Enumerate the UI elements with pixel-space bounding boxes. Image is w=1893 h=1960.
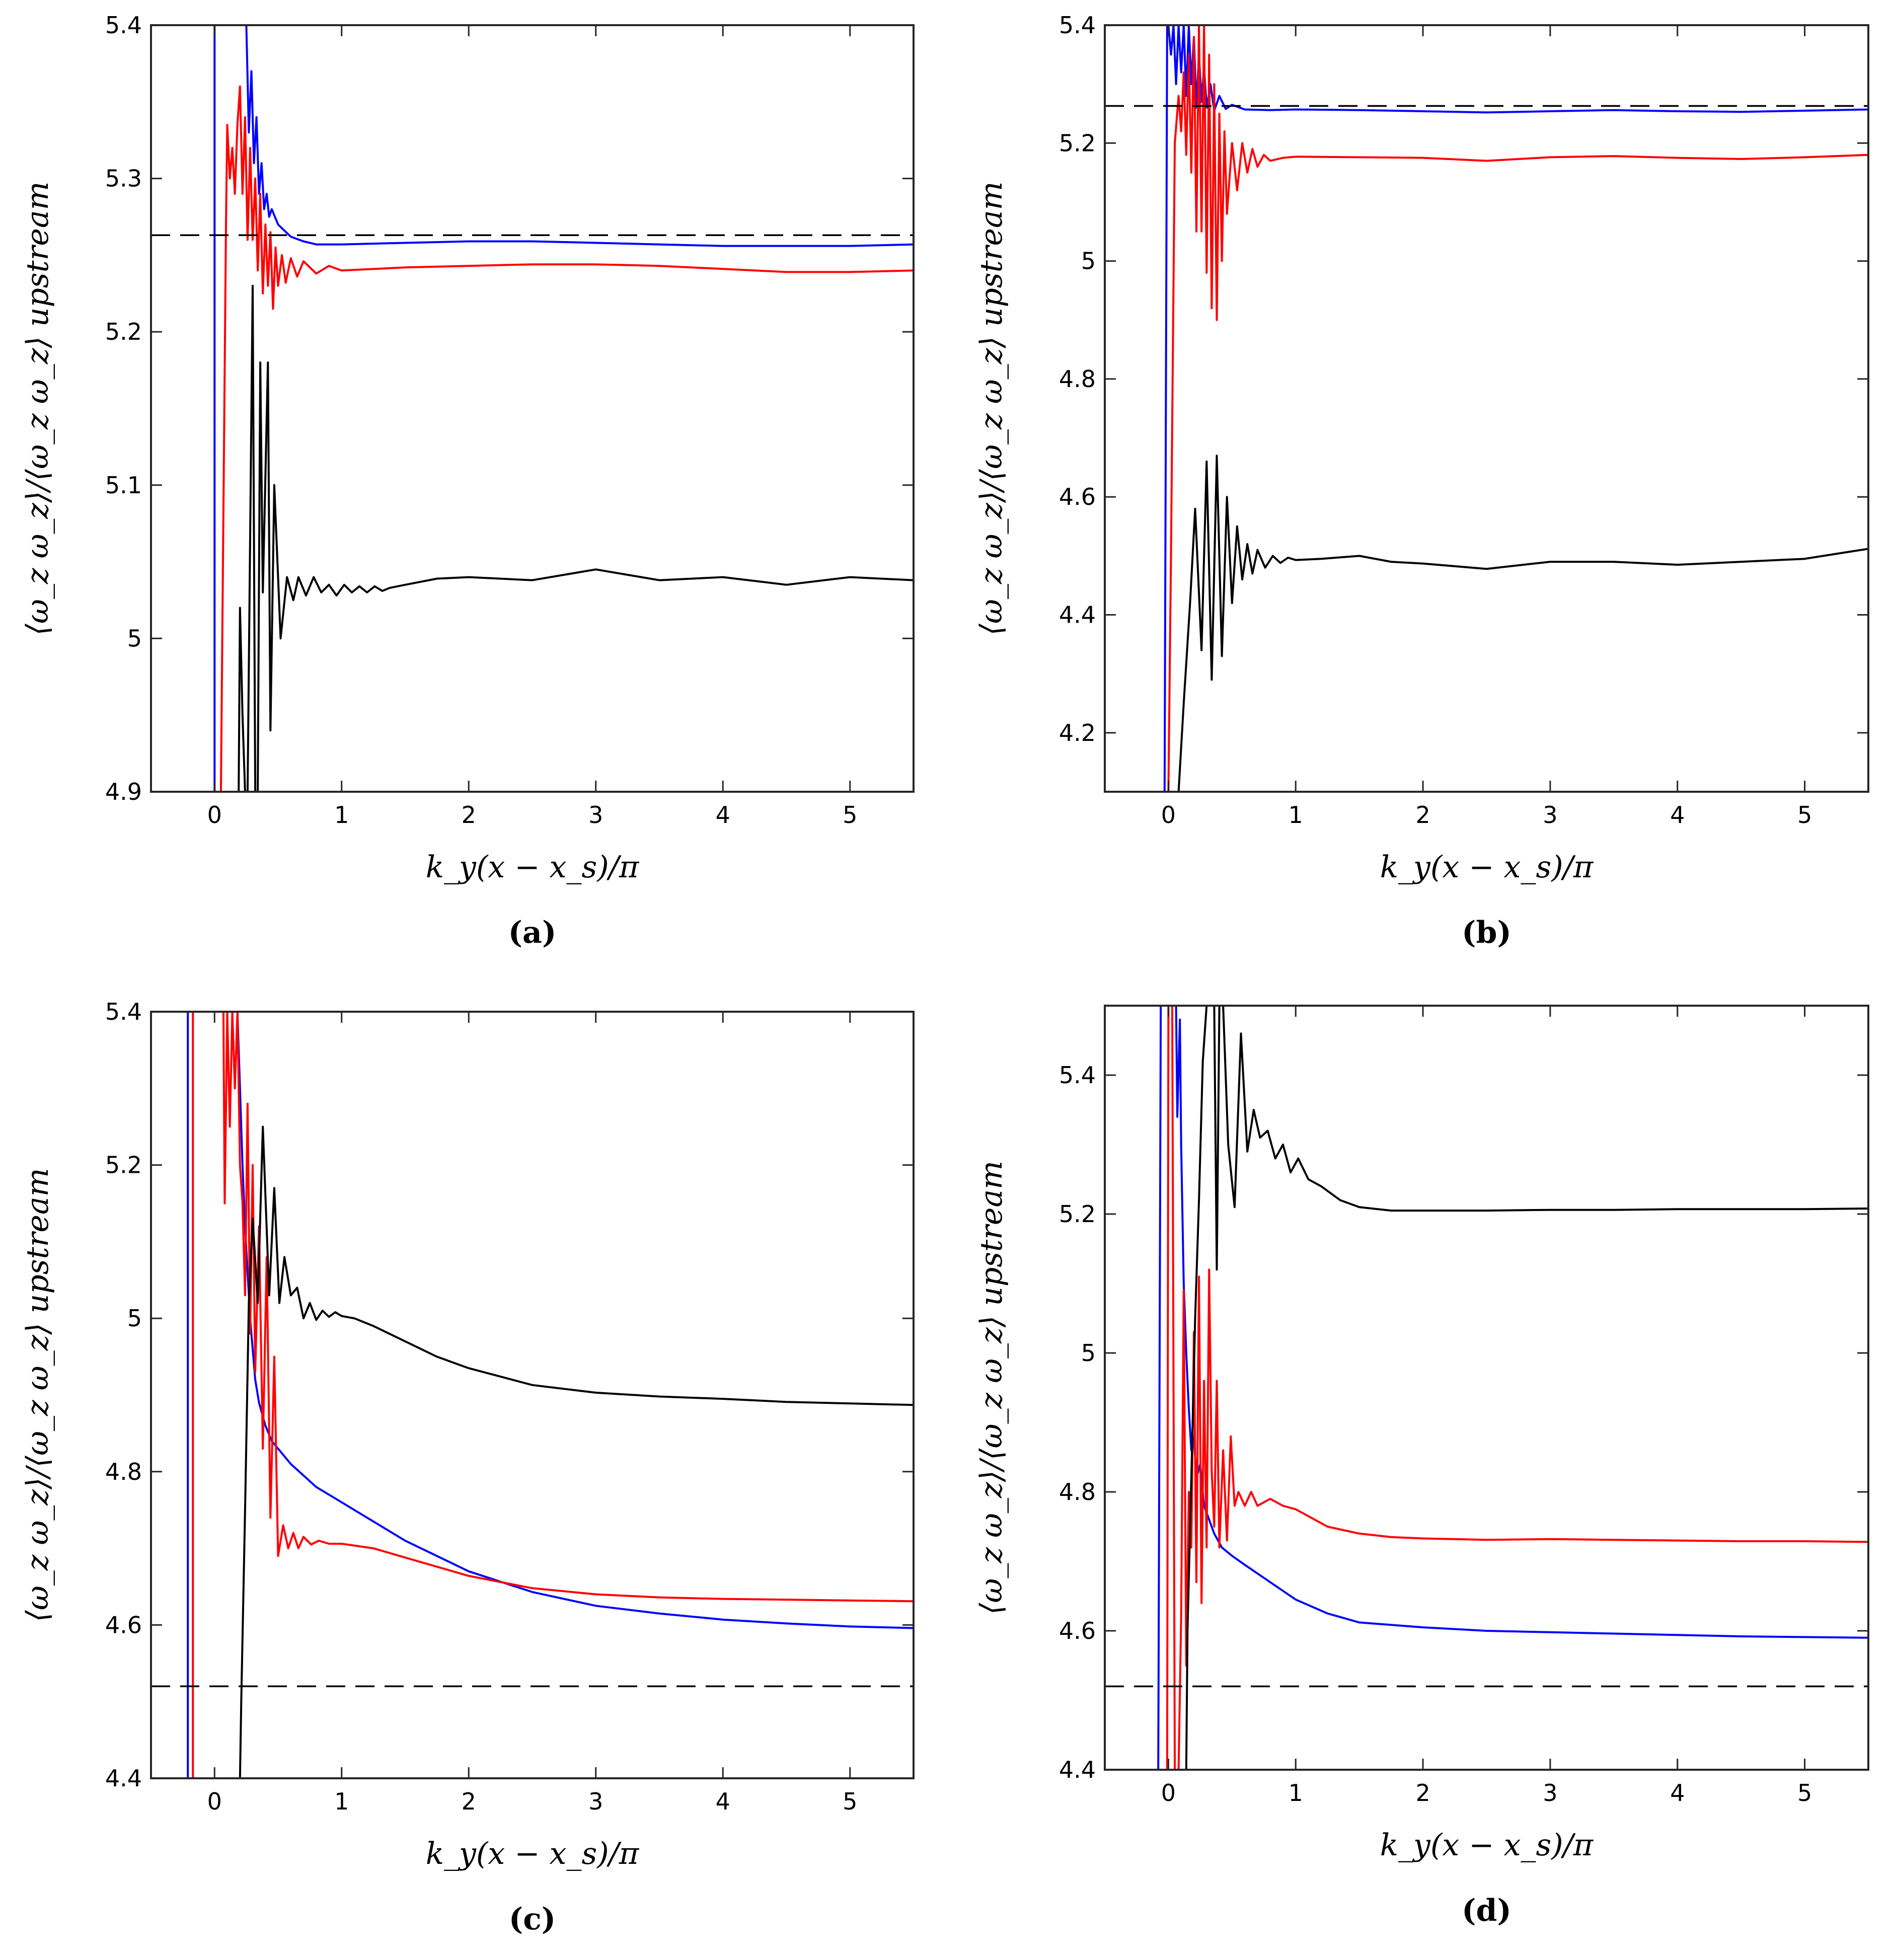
- y-tick-label: 5.3: [105, 165, 142, 192]
- x-tick-label: 0: [1161, 801, 1176, 828]
- x-tick-label: 5: [1797, 801, 1812, 828]
- y-tick-label: 4.9: [105, 778, 142, 805]
- y-tick-label: 4.4: [1059, 1756, 1096, 1783]
- y-tick-label: 5.4: [105, 12, 142, 39]
- plot-frame: [1104, 24, 1869, 793]
- x-tick-label: 3: [588, 1788, 603, 1815]
- series-blue-line: [185, 1012, 914, 1778]
- x-tick-label: 1: [334, 1788, 349, 1815]
- x-tick-label: 2: [462, 1788, 476, 1815]
- y-tick-label: 4.4: [105, 1765, 142, 1792]
- series-red-line: [219, 85, 914, 792]
- y-tick-label: 5.2: [105, 318, 142, 345]
- x-axis-label: k_y(x − x_s)/π: [426, 850, 640, 885]
- y-tick-label: 4.2: [1059, 719, 1096, 746]
- x-axis-label: k_y(x − x_s)/π: [1380, 1828, 1594, 1863]
- panel-a: 0 1 2 3 4 5 4.9 5 5.1 5.2 5.3 5.4 k_y(x − x_s)/π ⟨ω_z…: [20, 12, 915, 950]
- x-tick-label: 4: [716, 1788, 730, 1815]
- y-tick-label: 5.1: [105, 472, 142, 499]
- x-axis-label: k_y(x − x_s)/π: [1380, 850, 1594, 885]
- y-tick-label: 4.6: [105, 1611, 142, 1638]
- x-tick-label: 5: [843, 801, 857, 828]
- x-tick-label: 1: [1289, 801, 1303, 828]
- x-tick-label: 0: [207, 801, 222, 828]
- series-black-line: [1185, 1006, 1868, 1770]
- series-red-line: [190, 1012, 914, 1778]
- x-axis-label: k_y(x − x_s)/π: [426, 1836, 640, 1871]
- y-tick-label: 4.8: [105, 1458, 142, 1485]
- y-tick-label: 5: [127, 1305, 142, 1332]
- x-tick-label: 3: [588, 801, 603, 828]
- x-tick-label: 4: [1670, 1779, 1685, 1806]
- x-tick-label: 5: [1797, 1779, 1812, 1806]
- x-tick-label: 0: [1161, 1779, 1176, 1806]
- plot-frame: [150, 24, 915, 793]
- y-tick-label: 5.2: [1059, 1200, 1096, 1228]
- x-tick-label: 3: [1543, 801, 1557, 828]
- y-tick-label: 5.2: [105, 1152, 142, 1179]
- series-black-line: [239, 1125, 914, 1778]
- series-blue-line: [1163, 25, 1868, 792]
- series-blue-line: [1156, 1006, 1868, 1770]
- panel-c: 0 1 2 3 4 5 4.4 4.6 4.8 5 5.2 5.4 k_y(x − x_s)/π ⟨ω_z…: [20, 998, 915, 1937]
- series-blue-line: [212, 25, 914, 792]
- panel-caption: (d): [1462, 1893, 1511, 1928]
- x-tick-label: 0: [207, 1788, 222, 1815]
- y-tick-label: 5.4: [1059, 1062, 1096, 1089]
- y-tick-label: 4.4: [1059, 601, 1096, 629]
- y-tick-label: 4.8: [1059, 365, 1096, 393]
- y-tick-label: 4.6: [1059, 483, 1096, 510]
- y-axis-label: ⟨ω_z ω_z⟩/⟨ω_z ω_z⟩ upstream: [974, 181, 1009, 635]
- y-axis-label: ⟨ω_z ω_z⟩/⟨ω_z ω_z⟩ upstream: [20, 1168, 55, 1622]
- y-tick-label: 5: [1081, 248, 1096, 275]
- x-tick-label: 2: [462, 801, 476, 828]
- x-tick-label: 2: [1415, 801, 1430, 828]
- x-tick-label: 1: [334, 801, 349, 828]
- panel-caption: (b): [1462, 915, 1511, 950]
- y-tick-label: 4.6: [1059, 1617, 1096, 1644]
- y-tick-label: 4.8: [1059, 1478, 1096, 1505]
- series-red-line: [1167, 25, 1868, 792]
- x-tick-label: 4: [1670, 801, 1685, 828]
- y-tick-label: 5: [1081, 1339, 1096, 1367]
- x-tick-label: 5: [843, 1788, 857, 1815]
- panel-b: 0 1 2 3 4 5 4.2 4.4 4.6 4.8 5 5.2 5.4 k_y(x − x_s)/π ⟨…: [974, 12, 1869, 950]
- panel-caption: (c): [509, 1902, 556, 1937]
- plot-frame: [150, 1011, 915, 1779]
- x-tick-label: 2: [1415, 1779, 1430, 1806]
- plot-frame: [1104, 1005, 1869, 1771]
- x-tick-label: 1: [1289, 1779, 1303, 1806]
- x-tick-label: 3: [1543, 1779, 1557, 1806]
- series-black-line: [1171, 455, 1868, 792]
- y-tick-label: 5.4: [105, 998, 142, 1025]
- y-axis-label: ⟨ω_z ω_z⟩/⟨ω_z ω_z⟩ upstream: [20, 181, 55, 635]
- y-tick-label: 5.2: [1059, 129, 1096, 157]
- series-red-line: [1164, 1006, 1868, 1770]
- series-black-line: [238, 284, 914, 792]
- y-tick-label: 5.4: [1059, 12, 1096, 39]
- x-tick-label: 4: [716, 801, 730, 828]
- y-tick-label: 5: [127, 625, 142, 652]
- panel-d: 0 1 2 3 4 5 4.4 4.6 4.8 5 5.2 5.4 k_y(x − x_s)/π ⟨ω_z…: [974, 1005, 1869, 1928]
- y-axis-label: ⟨ω_z ω_z⟩/⟨ω_z ω_z⟩ upstream: [974, 1161, 1009, 1615]
- panel-caption: (a): [508, 915, 557, 950]
